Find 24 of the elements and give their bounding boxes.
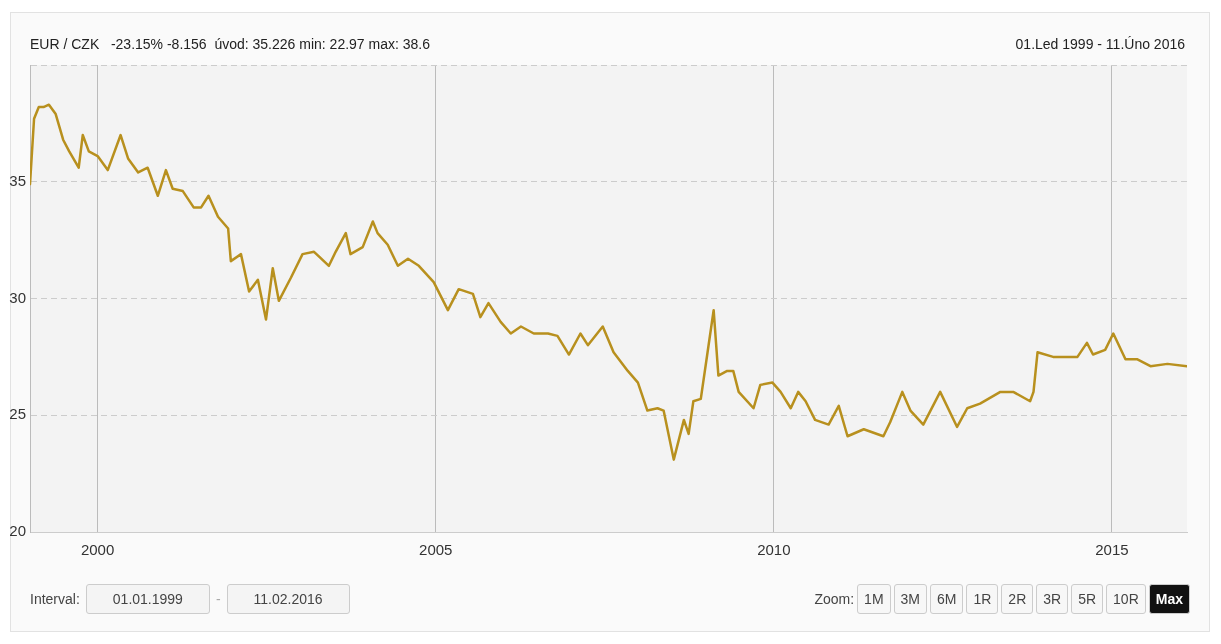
- y-tick-label: 30: [9, 288, 26, 306]
- x-tick-label: 2010: [757, 541, 791, 559]
- x-tick-label: 2015: [1095, 541, 1129, 559]
- x-tick-label: 2000: [80, 541, 115, 559]
- date-field: 01.01.1999: [85, 584, 210, 614]
- chart-title: EUR / CZK -23.15% -8.156 úvod: 35.226 min: 22.97 max: 38.6: [30, 36, 430, 52]
- chart-subtitle: 01.Led 1999 - 11.Úno 2016: [1015, 36, 1185, 52]
- y-tick-label: 25: [9, 405, 26, 423]
- text: -: [215, 591, 221, 607]
- zoom-button: 6M: [930, 584, 964, 614]
- zoom-button: 10R: [1106, 584, 1146, 614]
- date-field: 11.02.2016: [226, 584, 350, 614]
- text: Zoom:: [814, 591, 855, 607]
- zoom-button: 2R: [1001, 584, 1034, 614]
- text: Interval:: [30, 591, 80, 607]
- zoom-button: 5R: [1071, 584, 1104, 614]
- zoom-button: 3M: [893, 584, 927, 614]
- zoom-button: 1M: [857, 584, 891, 614]
- y-tick-label: 20: [9, 522, 26, 540]
- zoom-button: 3R: [1036, 584, 1069, 614]
- y-tick-label: 35: [9, 171, 26, 189]
- zoom-button: Max: [1148, 584, 1190, 614]
- x-tick-label: 2005: [419, 541, 453, 559]
- zoom-button: 1R: [966, 584, 999, 614]
